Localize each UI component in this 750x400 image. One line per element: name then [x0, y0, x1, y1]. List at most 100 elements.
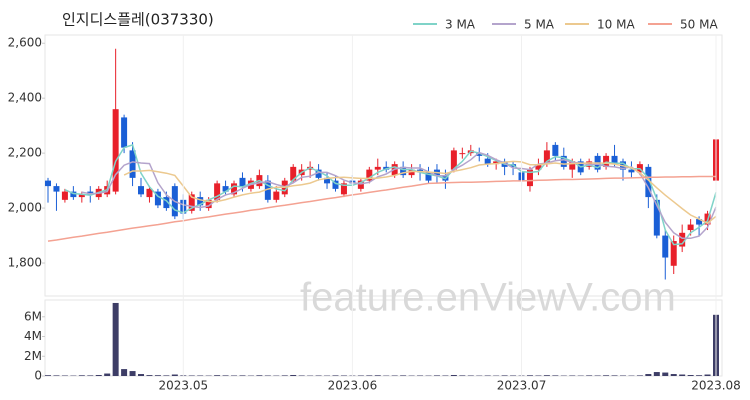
- x-tick-label: 2023.07: [497, 379, 547, 393]
- price-panel: [44, 34, 723, 297]
- volume-bar: [526, 375, 533, 376]
- volume-bar: [154, 375, 161, 376]
- volume-bar: [104, 373, 111, 376]
- volume-bar: [433, 375, 440, 376]
- volume-bar: [163, 375, 170, 376]
- candle-body: [61, 191, 68, 200]
- candle-body: [214, 183, 221, 200]
- volume-bar: [687, 375, 694, 376]
- volume-bar: [679, 374, 686, 376]
- candle-body: [138, 186, 145, 195]
- candle-body: [188, 194, 195, 211]
- candle-body: [459, 153, 466, 155]
- volume-bar: [281, 375, 288, 376]
- legend-label: 50 MA: [680, 18, 718, 32]
- candle-body: [222, 186, 229, 192]
- volume-bar: [366, 375, 373, 376]
- legend-label: 10 MA: [597, 18, 635, 32]
- candle-body: [45, 180, 51, 187]
- candle-body: [163, 197, 170, 209]
- y-tick-label: 2M: [24, 349, 42, 363]
- candle-body: [653, 199, 660, 236]
- y-tick-label: 6M: [24, 309, 42, 323]
- candle-body: [611, 155, 618, 165]
- candle-body: [332, 180, 339, 189]
- y-tick-label: 2,600: [8, 36, 42, 50]
- volume-bar: [653, 372, 660, 376]
- y-tick-label: 1,800: [8, 256, 42, 270]
- volume-bar: [95, 375, 102, 376]
- legend-label: 5 MA: [524, 18, 555, 32]
- volume-bar: [704, 374, 711, 376]
- volume-bar: [696, 375, 703, 376]
- volume-bar: [222, 375, 229, 376]
- candle-body: [239, 177, 246, 187]
- candle-body: [450, 150, 457, 170]
- candle-body: [129, 150, 136, 178]
- candle-body: [87, 191, 94, 195]
- candle-body: [231, 183, 238, 195]
- ma-line: [123, 160, 717, 225]
- candle-body: [493, 161, 500, 165]
- y-tick-label: 0: [34, 369, 42, 383]
- y-tick-label: 2,400: [8, 91, 42, 105]
- volume-bar: [87, 375, 94, 376]
- volume-bar: [501, 375, 508, 376]
- x-tick-label: 2023.08: [691, 379, 741, 393]
- candle-body: [366, 169, 373, 181]
- candle-body: [535, 164, 542, 170]
- candle-body: [53, 186, 60, 192]
- volume-bar: [121, 369, 128, 376]
- volume-bar: [239, 375, 246, 376]
- candle-body: [628, 169, 635, 173]
- volume-bar: [256, 375, 263, 376]
- candle-body: [315, 169, 322, 178]
- x-tick-label: 2023.05: [158, 379, 208, 393]
- volume-bar: [78, 375, 85, 376]
- candle-body: [154, 191, 161, 206]
- volume-bar: [586, 375, 593, 376]
- volume-bar: [138, 374, 145, 376]
- volume-bar: [662, 372, 669, 376]
- candle-body: [603, 155, 610, 167]
- volume-bar: [214, 375, 221, 376]
- volume-bar: [374, 375, 381, 376]
- watermark: feature.enViewV.com: [300, 276, 676, 320]
- candle-body: [324, 177, 331, 184]
- candle-body: [670, 241, 677, 266]
- candle-body: [696, 219, 703, 225]
- chart-title: 인지디스플레(037330): [62, 11, 214, 29]
- candle-body: [340, 183, 347, 195]
- volume-bar: [146, 375, 153, 376]
- volume-bar: [552, 375, 559, 376]
- candle-body: [197, 197, 204, 206]
- candle-body: [560, 155, 567, 167]
- candle-body: [400, 166, 407, 176]
- candle-body: [112, 109, 119, 192]
- volume-bar: [603, 375, 610, 376]
- volume-bar: [450, 375, 457, 376]
- volume-bar: [400, 375, 407, 376]
- candle-body: [552, 144, 559, 156]
- volume-bar: [129, 371, 136, 376]
- candle-body: [374, 166, 381, 170]
- y-tick-label: 4M: [24, 329, 42, 343]
- volume-bar: [670, 374, 677, 376]
- volume-bar: [45, 375, 51, 376]
- candle-body: [687, 224, 694, 231]
- candle-body: [264, 180, 271, 200]
- x-tick-label: 2023.06: [328, 379, 378, 393]
- candle-body: [484, 158, 491, 165]
- candle-body: [357, 180, 364, 189]
- candle-body: [273, 191, 280, 200]
- candle-body: [543, 150, 550, 165]
- y-tick-label: 2,000: [8, 201, 42, 215]
- volume-bar: [645, 374, 652, 376]
- ma-line: [47, 175, 716, 242]
- volume-bar: [53, 375, 60, 376]
- volume-bar: [611, 375, 618, 376]
- candle-body: [78, 194, 85, 198]
- candle-body: [146, 188, 153, 198]
- volume-bar: [459, 375, 466, 376]
